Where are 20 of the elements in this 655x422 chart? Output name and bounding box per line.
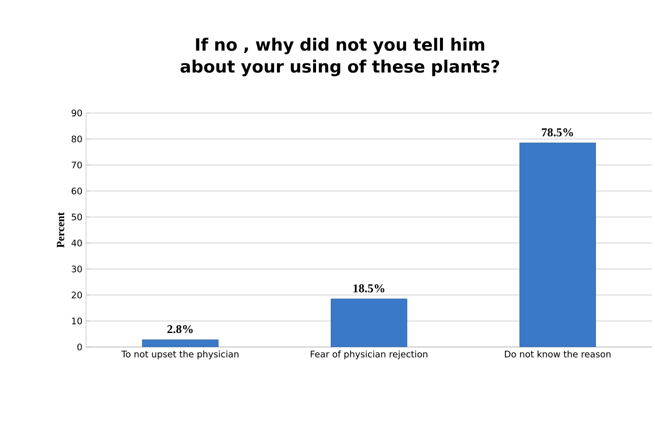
x-tick-label: To not upset the physician — [121, 350, 238, 360]
y-tick-label: 60 — [72, 188, 82, 194]
data-label: 2.8% — [167, 325, 193, 334]
data-label: 18.5% — [354, 284, 384, 292]
bar — [330, 298, 408, 347]
y-tick-label: 30 — [72, 266, 82, 272]
chart-title: If no , why did not you tell him about your using of these plants? — [180, 38, 500, 76]
y-tick-label: 20 — [72, 292, 82, 298]
y-tick-label: 90 — [72, 110, 82, 116]
data-label: 78.5% — [542, 128, 573, 136]
bar — [519, 142, 596, 347]
y-tick-label: 70 — [72, 162, 82, 168]
y-axis-title: Percent — [56, 212, 64, 248]
y-tick-label: 10 — [72, 318, 82, 324]
y-tick-label: 40 — [72, 240, 82, 246]
x-tick-label: Fear of physician rejection — [310, 350, 428, 360]
x-tick-label: Do not know the reason — [504, 350, 611, 358]
y-tick-label: 0 — [77, 344, 82, 350]
y-tick-label: 50 — [72, 214, 82, 220]
y-tick-label: 80 — [72, 136, 82, 142]
